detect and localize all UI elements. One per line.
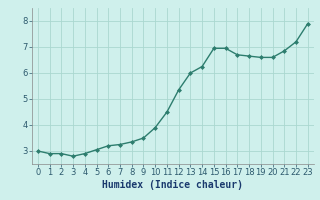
X-axis label: Humidex (Indice chaleur): Humidex (Indice chaleur) bbox=[102, 180, 243, 190]
